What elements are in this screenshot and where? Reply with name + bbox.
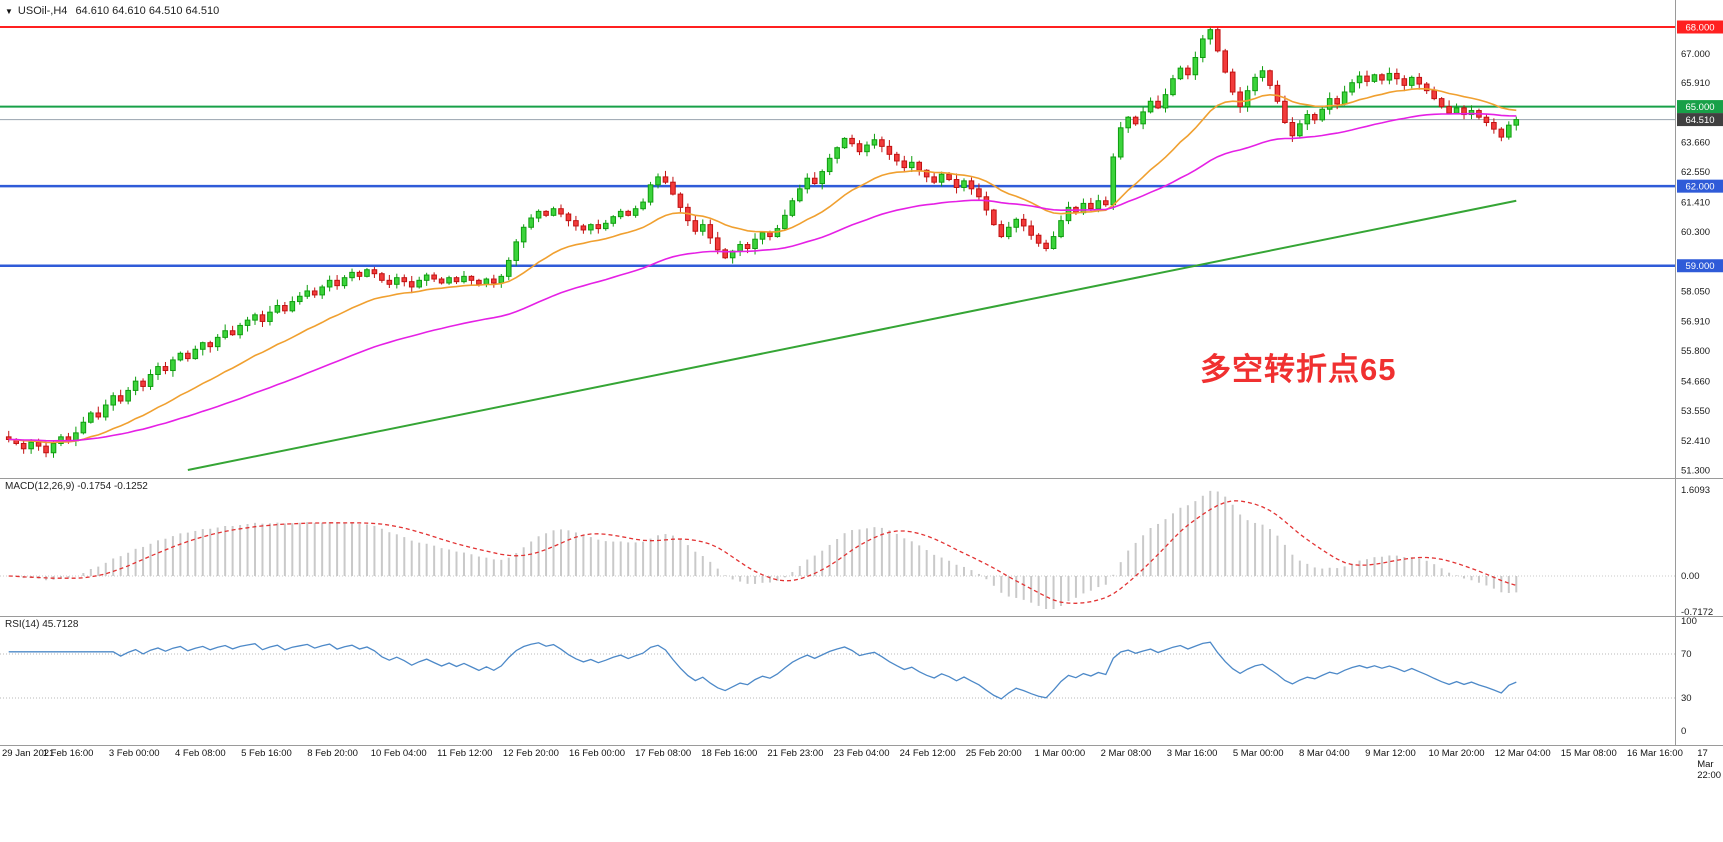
time-label: 12 Feb 20:00: [502, 748, 559, 759]
price-axis-label: 61.410: [1681, 197, 1710, 208]
time-label: 5 Mar 00:00: [1232, 748, 1284, 759]
symbol-title: USOil-,H4: [17, 5, 68, 17]
price-tag-64.510: [1677, 113, 1723, 127]
time-label: 10 Feb 04:00: [370, 748, 427, 759]
time-label: 10 Mar 20:00: [1428, 748, 1485, 759]
time-label: 24 Feb 12:00: [899, 748, 956, 759]
price-axis-label: 55.800: [1681, 346, 1710, 357]
symbol-bar: ▼ USOil-,H4 64.610 64.610 64.510 64.510: [5, 5, 219, 17]
rsi-axis-label: 30: [1681, 693, 1692, 704]
price-tag-label: 68.000: [1685, 23, 1714, 34]
price-tag-label: 64.510: [1685, 115, 1714, 126]
price-axis-label: 67.000: [1681, 49, 1710, 60]
time-label: 25 Feb 20:00: [965, 748, 1022, 759]
macd-axis-label: 0.00: [1681, 571, 1700, 582]
time-label: 21 Feb 23:00: [767, 748, 824, 759]
time-label: 29 Jan 2021: [2, 748, 55, 759]
macd-indicator-label: MACD(12,26,9) -0.1754 -0.1252: [5, 481, 148, 492]
time-label: 12 Mar 04:00: [1494, 748, 1551, 759]
price-tag-label: 59.000: [1685, 261, 1714, 272]
price-axis-label: 52.410: [1681, 436, 1710, 447]
time-label: 3 Mar 16:00: [1166, 748, 1218, 759]
macd-axis-label: -0.7172: [1681, 607, 1713, 618]
time-label: 5 Feb 16:00: [241, 748, 292, 759]
rsi-axis[interactable]: 100 70 30 0: [1681, 616, 1697, 737]
time-label: 17 Feb 08:00: [635, 748, 692, 759]
time-label: 16 Mar 16:00: [1626, 748, 1683, 759]
time-label: 16 Feb 00:00: [569, 748, 626, 759]
price-axis-label: 65.910: [1681, 78, 1710, 89]
candlesticks: [5, 27, 1520, 458]
rsi-axis-label: 70: [1681, 649, 1692, 660]
rsi-indicator-label: RSI(14) 45.7128: [5, 619, 79, 630]
rsi-axis-label: 100: [1681, 616, 1697, 627]
time-label: 8 Feb 20:00: [307, 748, 358, 759]
time-label: 15 Mar 08:00: [1560, 748, 1617, 759]
price-tag-label: 62.000: [1685, 182, 1714, 193]
price-tag-62.000: [1677, 179, 1723, 193]
time-axis[interactable]: 29 Jan 2021 1 Feb 16:00 3 Feb 00:00 4 Feb 0…: [0, 748, 1723, 781]
price-axis-label: 53.550: [1681, 406, 1710, 417]
macd-axis-label: 1.6093: [1681, 485, 1710, 496]
macd-histogram: [15, 490, 1518, 610]
price-tag-68.000: [1677, 20, 1723, 34]
price-axis-label: 60.300: [1681, 227, 1710, 238]
moving-average-fast: [8, 87, 1517, 444]
symbol-ohlc-values: 64.610 64.610 64.510 64.510: [75, 5, 220, 17]
annotation-text: 多空转折点65: [1200, 352, 1397, 387]
rsi-axis-label: 0: [1681, 726, 1686, 737]
price-tag-59.000: [1677, 259, 1723, 273]
price-axis-label: 63.660: [1681, 138, 1710, 149]
time-label: 2 Mar 08:00: [1100, 748, 1152, 759]
symbol-dropdown-icon[interactable]: ▼: [5, 7, 13, 16]
time-label: 23 Feb 04:00: [833, 748, 890, 759]
time-label: 4 Feb 08:00: [174, 748, 226, 759]
price-tag-label: 65.000: [1685, 102, 1714, 113]
price-axis-label: 54.660: [1681, 376, 1710, 387]
price-levels: [0, 26, 1675, 267]
price-tag-65.000: [1677, 100, 1723, 114]
price-axis-label: 56.910: [1681, 317, 1710, 328]
time-label: 1 Mar 00:00: [1034, 748, 1086, 759]
rsi-line: [8, 641, 1517, 700]
time-label: 9 Mar 12:00: [1365, 748, 1416, 759]
price-axis[interactable]: 68.000 67.000 65.910 65.000 64.510 63.660 62.5…: [1677, 20, 1723, 477]
price-axis-label: 51.300: [1681, 466, 1710, 477]
time-label: 8 Mar 04:00: [1298, 748, 1350, 759]
time-label: 17 Mar 22:00: [1697, 748, 1722, 781]
time-label: 1 Feb 16:00: [42, 748, 94, 759]
time-label: 11 Feb 12:00: [437, 748, 493, 759]
moving-average-slow: [8, 112, 1517, 442]
macd-axis[interactable]: 1.6093 0.00 -0.7172: [1681, 485, 1713, 618]
macd-signal-line: [8, 500, 1517, 604]
time-label: 3 Feb 00:00: [108, 748, 160, 759]
trendline[interactable]: [187, 199, 1517, 471]
price-axis-label: 58.050: [1681, 286, 1710, 297]
time-label: 18 Feb 16:00: [701, 748, 758, 759]
price-axis-label: 62.550: [1681, 167, 1710, 178]
